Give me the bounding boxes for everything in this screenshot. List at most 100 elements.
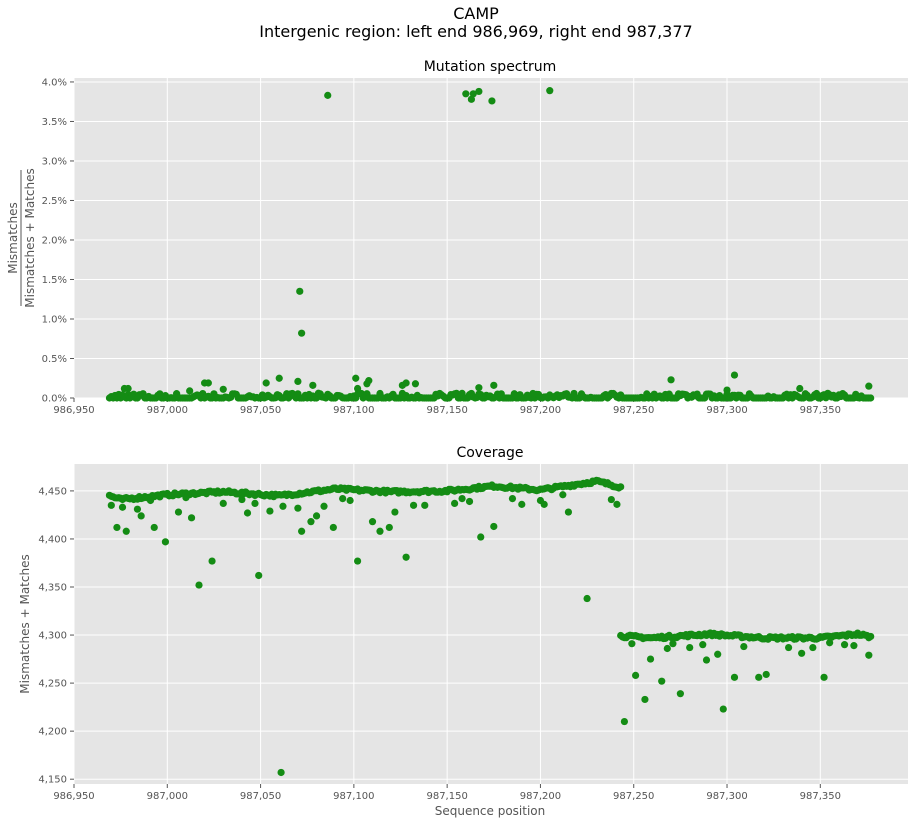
coverage-data-point (307, 518, 315, 526)
coverage-y-tick-label: 4,200 (38, 727, 67, 738)
coverage-data-point (669, 640, 677, 648)
mutation-spectrum-data-point (730, 371, 739, 379)
coverage-data-point (613, 500, 621, 508)
mutation-spectrum-y-label: Mismatches Mismatches + Matches (6, 168, 37, 307)
coverage-data-point (107, 501, 115, 509)
coverage-y-label: Mismatches + Matches (18, 554, 32, 693)
coverage-x-tick-label: 987,050 (240, 791, 281, 802)
mutation-spectrum-data-point (402, 379, 410, 387)
coverage-data-point (490, 522, 498, 531)
coverage-data-point (714, 650, 722, 658)
mutation-spectrum-title: Mutation spectrum (424, 59, 557, 75)
mutation-spectrum-data-point (219, 385, 227, 393)
mutation-spectrum-data-point (262, 379, 270, 387)
coverage-x-tick-label: 987,300 (706, 791, 747, 802)
mutation-spectrum-y-tick-label: 3.0% (42, 156, 67, 167)
mutation-spectrum-data-point (467, 95, 476, 103)
coverage-data-point (391, 508, 399, 516)
coverage-x-tick-label: 986,950 (53, 791, 94, 802)
coverage-x-tick-label: 987,250 (613, 791, 654, 802)
coverage-data-point (174, 508, 183, 516)
coverage-data-point (631, 671, 640, 680)
mutation-spectrum-data-point (124, 384, 132, 393)
coverage-data-point (320, 502, 328, 510)
coverage-y-tick-label: 4,450 (38, 486, 67, 497)
coverage-data-point (826, 639, 834, 647)
coverage-data-point (238, 495, 246, 504)
mutation-spectrum-data-point (490, 381, 498, 389)
mutation-spectrum-x-ticks: 986,950 987,000 987,050 987,100 987,150 987,2… (53, 398, 841, 416)
y-label-numerator: Mismatches (6, 202, 20, 274)
coverage-x-tick-label: 987,150 (426, 791, 467, 802)
coverage-data-point (628, 640, 636, 648)
mutation-spectrum-data-point (352, 374, 360, 382)
mutation-spectrum-x-tick-label: 987,250 (613, 405, 654, 416)
mutation-spectrum-data-point (309, 381, 317, 389)
coverage-x-tick-label: 987,350 (800, 791, 841, 802)
mutation-spectrum-data-point (353, 384, 362, 393)
coverage-data-point (559, 491, 567, 499)
coverage-data-point (699, 641, 707, 649)
mutation-spectrum-panel: Mutation spectrum 986,950 987,000 987,050 9… (6, 59, 908, 416)
coverage-plot-area (74, 464, 908, 784)
figure-title: CAMP (453, 4, 499, 23)
coverage-data-point (368, 518, 377, 526)
coverage-data-point (762, 670, 770, 679)
coverage-x-tick-label: 987,100 (333, 791, 374, 802)
coverage-data-point (641, 695, 649, 704)
mutation-spectrum-data-point (723, 386, 731, 394)
coverage-data-point (508, 494, 517, 503)
coverage-data-point (740, 642, 748, 651)
y-label-denominator: Mismatches + Matches (23, 168, 37, 307)
coverage-data-point (312, 512, 321, 520)
mutation-spectrum-data-point (204, 379, 212, 387)
coverage-data-point (620, 717, 629, 726)
mutation-spectrum-x-tick-label: 987,050 (240, 405, 281, 416)
mutation-spectrum-data-point (363, 380, 371, 388)
mutation-spectrum-y-tick-label: 1.5% (42, 275, 67, 286)
mutation-spectrum-x-tick-label: 987,100 (333, 405, 374, 416)
mutation-spectrum-points (105, 87, 875, 402)
mutation-spectrum-data-point (296, 287, 304, 295)
mutation-spectrum-data-point (796, 384, 804, 393)
coverage-data-point (583, 594, 591, 603)
mutation-spectrum-y-tick-label: 0.0% (42, 394, 67, 405)
coverage-data-point (113, 523, 121, 532)
coverage-y-tick-label: 4,400 (38, 534, 67, 545)
mutation-spectrum-y-tick-label: 1.0% (42, 314, 67, 325)
coverage-data-point (798, 649, 806, 657)
mutation-spectrum-data-point (298, 329, 306, 337)
coverage-data-point (458, 494, 466, 503)
coverage-x-ticks: 986,950 987,000 987,050 987,100 987,150 987,2… (53, 784, 841, 802)
coverage-data-point (518, 500, 526, 508)
mutation-spectrum-x-tick-label: 987,150 (426, 405, 467, 416)
coverage-data-point (208, 557, 216, 565)
coverage-data-point (187, 514, 196, 522)
coverage-data-point (617, 483, 625, 491)
coverage-points (105, 476, 875, 777)
coverage-data-point (402, 553, 410, 561)
coverage-data-point (730, 673, 739, 681)
coverage-data-point (182, 494, 190, 502)
coverage-y-tick-label: 4,150 (38, 775, 67, 786)
mutation-spectrum-data-point (475, 384, 483, 392)
coverage-data-point (376, 527, 384, 535)
coverage-data-point (219, 499, 227, 507)
mutation-spectrum-x-tick-label: 987,300 (706, 405, 747, 416)
mutation-spectrum-data-point (324, 91, 332, 99)
coverage-data-point (465, 497, 474, 506)
coverage-data-point (122, 527, 130, 535)
coverage-data-point (133, 505, 142, 513)
coverage-data-point (719, 705, 727, 713)
coverage-data-point (646, 655, 655, 663)
mutation-spectrum-data-point (275, 374, 283, 382)
coverage-data-point (251, 499, 259, 507)
coverage-data-point (195, 581, 203, 589)
coverage-data-point (607, 495, 615, 504)
coverage-data-point (663, 644, 671, 653)
mutation-spectrum-data-point (488, 97, 496, 105)
coverage-data-point (784, 643, 793, 652)
coverage-y-tick-label: 4,350 (38, 583, 67, 594)
coverage-data-point (564, 508, 573, 516)
coverage-data-point (451, 499, 459, 507)
